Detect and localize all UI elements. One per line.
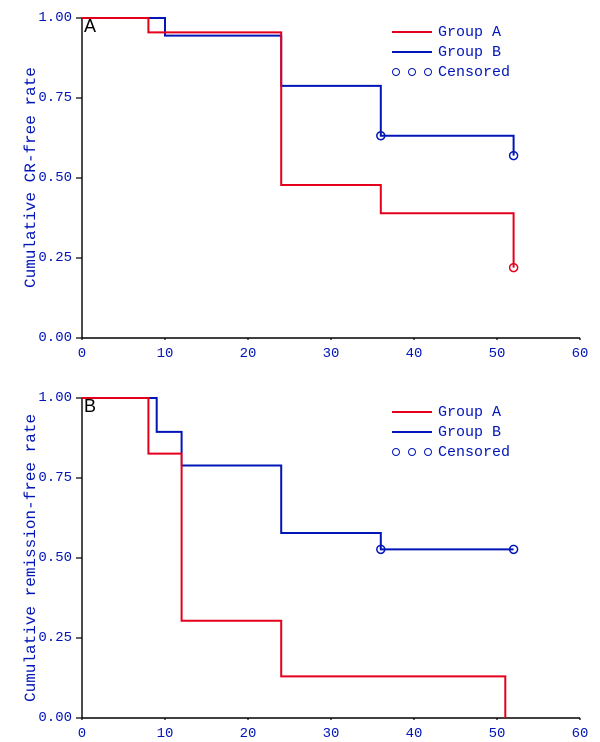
legend-swatch-line [392, 431, 432, 433]
legend-item: Group B [392, 422, 510, 442]
legend-label: Censored [438, 444, 510, 461]
legend-item: Group A [392, 402, 510, 422]
legend-swatch-markers [392, 446, 432, 458]
panel-letter-B: B [84, 396, 96, 417]
y-axis-label-B: Cumulative remission-free rate [22, 414, 40, 702]
legend-item: Censored [392, 442, 510, 462]
panel-B-svg [0, 0, 600, 720]
legend-label: Group A [438, 404, 501, 421]
km-figure: 01020304050600.000.250.500.751.00ACumula… [0, 0, 600, 740]
legend-swatch-line [392, 411, 432, 413]
legend-B: Group A Group B Censored [392, 402, 510, 462]
legend-label: Group B [438, 424, 501, 441]
